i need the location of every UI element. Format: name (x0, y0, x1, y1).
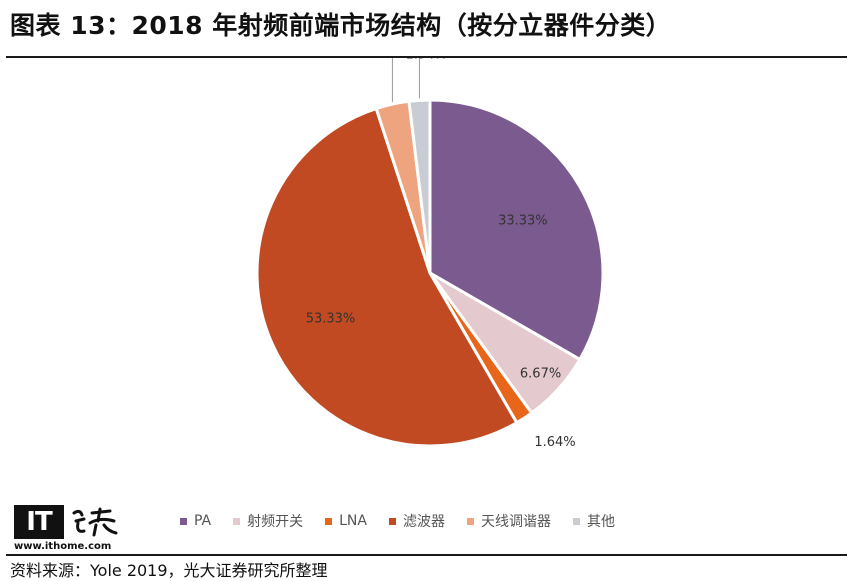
slice-label-2: 1.64% (534, 435, 575, 450)
legend-label-2: LNA (339, 513, 367, 529)
slice-label-4: 3.09% (313, 58, 354, 60)
slice-label-3: 53.33% (306, 312, 356, 327)
legend-item-3: 滤波器 (388, 511, 445, 531)
legend-swatch-4 (466, 517, 474, 525)
legend-label-5: 其他 (586, 514, 615, 530)
top-divider (6, 56, 847, 58)
legend-item-0: PA (180, 513, 211, 529)
pie-slice-5 (407, 98, 432, 274)
legend-label-4: 天线调谐器 (480, 514, 551, 530)
pie-chart: 33.33% 6.67% 1.64% 53.33% 3.09% 1.94% (255, 58, 605, 450)
legend-swatch-5 (572, 517, 580, 525)
calligraphy-logo-icon (72, 507, 118, 537)
label-leader-lines (391, 58, 420, 103)
source-note: 资料来源：Yole 2019，光大证券研究所整理 (10, 561, 328, 580)
leader-line-5 (418, 58, 420, 99)
pie-slice-3 (255, 106, 519, 448)
slice-label-1: 6.67% (520, 367, 561, 382)
legend-label-1: 射频开关 (247, 514, 304, 530)
legend-item-2: LNA (325, 513, 367, 529)
slice-label-0: 33.33% (498, 213, 548, 228)
legend-item-5: 其他 (572, 511, 615, 531)
legend-swatch-0 (180, 517, 187, 525)
bottom-divider (6, 554, 847, 556)
chart-legend: PA 射频开关 LNA 滤波器 天线调谐器 其他 (180, 511, 637, 531)
pie-slice-0 (428, 98, 605, 362)
leader-line-4 (391, 58, 393, 103)
it-logo: IT (14, 505, 64, 539)
ithome-watermark: IT www.ithome.com (14, 505, 124, 555)
watermark-url: www.ithome.com (14, 541, 112, 552)
legend-label-3: 滤波器 (402, 514, 445, 530)
chart-title: 图表 13：2018 年射频前端市场结构（按分立器件分类） (10, 11, 672, 40)
pie-slices (255, 98, 605, 448)
legend-swatch-2 (325, 517, 333, 525)
legend-swatch-1 (233, 517, 241, 525)
slice-labels: 33.33% 6.67% 1.64% 53.33% 3.09% 1.94% (306, 58, 576, 450)
slice-label-5: 1.94% (405, 58, 446, 62)
legend-label-0: PA (194, 513, 212, 529)
legend-swatch-3 (388, 517, 396, 525)
legend-item-1: 射频开关 (233, 511, 303, 531)
legend-item-4: 天线调谐器 (466, 511, 551, 531)
